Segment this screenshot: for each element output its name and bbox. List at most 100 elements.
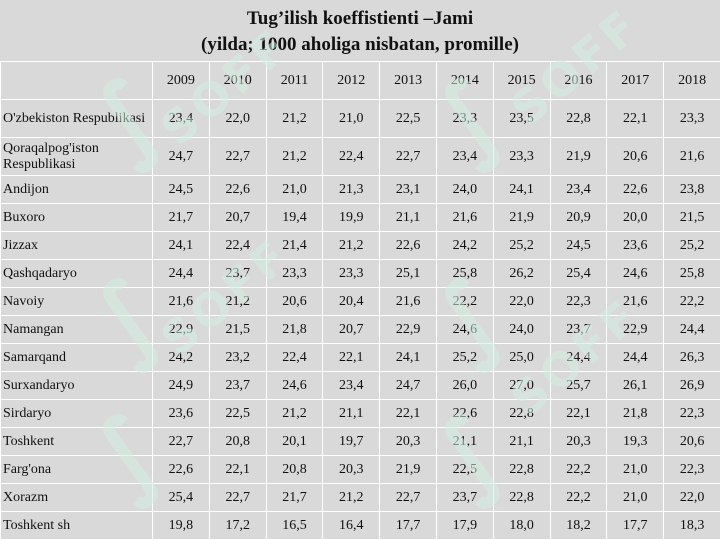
rate-cell: 22,7 <box>152 427 210 456</box>
rate-cell: 22,9 <box>152 315 210 344</box>
rate-cell: 24,1 <box>152 231 210 260</box>
rate-cell: 26,2 <box>492 259 551 288</box>
rate-cell: 21,8 <box>265 315 324 344</box>
rate-cell: 22,0 <box>492 287 551 316</box>
rate-cell: 22,3 <box>663 455 720 484</box>
rate-cell: 23,3 <box>435 99 494 138</box>
rate-cell: 23,6 <box>152 399 210 428</box>
title-line-1: Tug’ilish koeffistienti –Jami <box>246 8 474 29</box>
rate-cell: 21,6 <box>435 203 494 232</box>
rate-cell: 21,6 <box>663 137 720 176</box>
rate-cell: 24,4 <box>152 259 210 288</box>
rate-cell: 24,9 <box>152 371 210 400</box>
region-name: Buxoro <box>0 203 153 232</box>
rate-cell: 20,3 <box>379 427 437 456</box>
rate-cell: 21,4 <box>265 231 324 260</box>
table-row: Farg'ona 22,6 22,1 20,8 20,3 21,9 22,5 22,8 22,2… <box>0 455 720 484</box>
rate-cell: 24,2 <box>152 343 210 372</box>
table-row: Toshkent 22,7 20,8 20,1 19,7 20,3 21,1 21,1 20,3… <box>0 427 720 456</box>
rate-cell: 22,9 <box>379 315 437 344</box>
rate-cell: 22,7 <box>379 483 437 512</box>
rate-cell: 24,6 <box>606 259 665 288</box>
region-name: Xorazm <box>0 483 153 512</box>
table-row: Sirdaryo 23,6 22,5 21,2 21,1 22,1 22,6 22,8 22,1… <box>0 399 720 428</box>
rate-cell: 24,1 <box>379 343 437 372</box>
rate-cell: 23,3 <box>663 99 720 138</box>
rate-cell: 25,2 <box>492 231 551 260</box>
rate-cell: 27,0 <box>492 371 551 400</box>
rate-cell: 20,6 <box>265 287 324 316</box>
table-row: Toshkent sh 19,8 17,2 16,5 16,4 17,7 17,9 18,0 1… <box>0 511 720 540</box>
rate-cell: 22,3 <box>549 287 608 316</box>
year-header: 2013 <box>379 61 437 100</box>
rate-cell: 22,1 <box>606 99 665 138</box>
rate-cell: 22,6 <box>379 231 437 260</box>
rate-cell: 26,1 <box>606 371 665 400</box>
rate-cell: 21,1 <box>379 203 437 232</box>
rate-cell: 23,8 <box>663 175 720 204</box>
rate-cell: 21,1 <box>435 427 494 456</box>
rate-cell: 21,0 <box>606 483 665 512</box>
rate-cell: 26,3 <box>663 343 720 372</box>
rate-cell: 22,0 <box>208 99 267 138</box>
rate-cell: 25,4 <box>152 483 210 512</box>
rate-cell: 21,5 <box>663 203 720 232</box>
rate-cell: 23,7 <box>208 371 267 400</box>
table-row: Andijon 24,5 22,6 21,0 21,3 23,1 24,0 24,1 23,4 2… <box>0 175 720 204</box>
rate-cell: 22,5 <box>208 399 267 428</box>
rate-cell: 21,9 <box>492 203 551 232</box>
rate-cell: 17,9 <box>435 511 494 540</box>
rate-cell: 22,1 <box>549 399 608 428</box>
rate-cell: 21,1 <box>492 427 551 456</box>
rate-cell: 22,5 <box>379 99 437 138</box>
rate-cell: 19,8 <box>152 511 210 540</box>
rate-cell: 22,6 <box>606 175 665 204</box>
rate-cell: 16,4 <box>322 511 381 540</box>
rate-cell: 22,2 <box>435 287 494 316</box>
rate-cell: 22,5 <box>435 455 494 484</box>
rate-cell: 22,2 <box>549 483 608 512</box>
rate-cell: 20,6 <box>663 427 720 456</box>
rate-cell: 20,4 <box>322 287 381 316</box>
rate-cell: 23,3 <box>265 259 324 288</box>
rate-cell: 20,0 <box>606 203 665 232</box>
rate-cell: 18,2 <box>549 511 608 540</box>
year-header: 2009 <box>152 61 210 100</box>
region-name: O'zbekiston Respublikasi <box>0 99 153 138</box>
rate-cell: 24,5 <box>549 231 608 260</box>
table-row: Qashqadaryo 24,4 23,7 23,3 23,3 25,1 25,8 26,2 2… <box>0 259 720 288</box>
table-row: Buxoro 21,7 20,7 19,4 19,9 21,1 21,6 21,9 20,9 20… <box>0 203 720 232</box>
rate-cell: 21,5 <box>208 315 267 344</box>
rate-cell: 25,8 <box>435 259 494 288</box>
rate-cell: 22,4 <box>322 137 381 176</box>
rate-cell: 23,7 <box>435 483 494 512</box>
rate-cell: 21,2 <box>322 483 381 512</box>
rate-cell: 24,7 <box>152 137 210 176</box>
rate-cell: 21,8 <box>606 399 665 428</box>
rate-cell: 24,4 <box>663 315 720 344</box>
rate-cell: 21,2 <box>208 287 267 316</box>
rate-cell: 22,6 <box>435 399 494 428</box>
corner-cell <box>0 61 153 100</box>
rate-cell: 25,2 <box>663 231 720 260</box>
rate-cell: 24,7 <box>379 371 437 400</box>
birth-rate-table: 2009 2010 2011 2012 2013 2014 2015 2016 2017 2018… <box>0 61 720 540</box>
rate-cell: 23,1 <box>379 175 437 204</box>
rate-cell: 20,8 <box>265 455 324 484</box>
region-name: Toshkent <box>0 427 153 456</box>
rate-cell: 23,4 <box>549 175 608 204</box>
year-header: 2018 <box>663 61 720 100</box>
rate-cell: 24,6 <box>265 371 324 400</box>
rate-cell: 22,8 <box>549 99 608 138</box>
region-name: Qashqadaryo <box>0 259 153 288</box>
year-header: 2014 <box>435 61 494 100</box>
rate-cell: 23,3 <box>492 137 551 176</box>
page-title: Tug’ilish koeffistienti –Jami (yilda; 10… <box>0 6 720 58</box>
rate-cell: 20,9 <box>549 203 608 232</box>
rate-cell: 21,9 <box>549 137 608 176</box>
rate-cell: 21,6 <box>152 287 210 316</box>
rate-cell: 21,6 <box>379 287 437 316</box>
rate-cell: 20,1 <box>265 427 324 456</box>
rate-cell: 22,8 <box>492 483 551 512</box>
rate-cell: 20,7 <box>208 203 267 232</box>
